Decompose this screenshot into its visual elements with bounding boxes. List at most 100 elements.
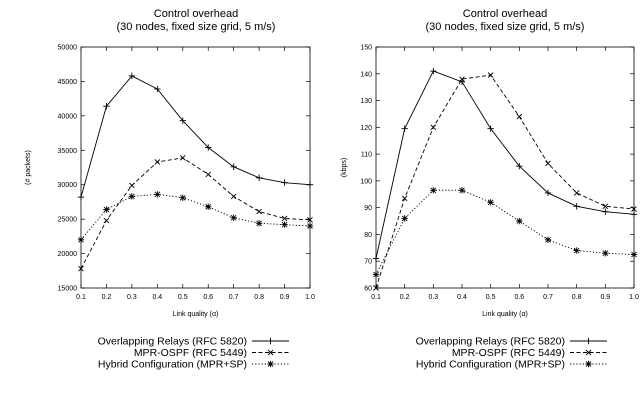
chart-subtitle: (30 nodes, fixed size grid, 5 m/s): [117, 21, 276, 33]
x-tick-label: 0.4: [457, 294, 467, 301]
data-point: [281, 215, 288, 222]
y-tick-label: 70: [364, 259, 372, 266]
data-point: [573, 190, 580, 196]
chart-title: Control overhead: [154, 8, 238, 20]
legend-marker: [585, 337, 592, 345]
data-point: [77, 236, 85, 243]
x-tick-label: 0.5: [178, 294, 188, 301]
data-point: [205, 171, 212, 178]
data-point: [179, 194, 186, 201]
x-tick-label: 1.0: [305, 294, 315, 301]
y-tick-label: 60: [364, 286, 372, 293]
data-point: [205, 203, 212, 210]
data-point: [401, 215, 408, 222]
legend-label: Overlapping Relays (RFC 5820): [416, 336, 565, 348]
series-line: [80, 193, 311, 241]
y-tick-label: 30000: [58, 182, 78, 189]
data-point: [602, 203, 609, 210]
series-line: [375, 70, 635, 259]
y-tick-label: 45000: [58, 79, 78, 86]
legend-label: Overlapping Relays (RFC 5820): [98, 336, 247, 348]
data-point: [372, 255, 380, 262]
x-axis-label: Link quality (α): [173, 311, 219, 318]
chart-subtitle: (30 nodes, fixed size grid, 5 m/s): [426, 21, 585, 33]
y-tick-label: 40000: [58, 113, 78, 120]
data-point: [372, 271, 380, 278]
y-tick-label: 20000: [58, 251, 78, 258]
x-tick-label: 0.7: [229, 294, 239, 301]
plot-frame: [80, 46, 311, 289]
x-tick-label: 0.8: [572, 294, 582, 301]
y-tick-label: 130: [360, 98, 372, 105]
y-tick-label: 150: [360, 45, 372, 52]
data-point: [630, 211, 638, 218]
data-point: [307, 217, 313, 223]
x-tick-label: 0.3: [127, 294, 137, 301]
plot-frame: [375, 46, 635, 289]
x-axis-label: Link quality (α): [482, 311, 528, 318]
data-point: [154, 191, 161, 198]
series-line: [375, 74, 635, 289]
data-point: [78, 265, 84, 272]
y-tick-label: 120: [360, 125, 372, 132]
legend-marker: [585, 360, 592, 368]
x-tick-label: 0.5: [486, 294, 496, 301]
data-point: [631, 206, 637, 212]
x-tick-label: 0.1: [76, 294, 86, 301]
data-point: [128, 193, 136, 200]
series-3: [372, 187, 638, 278]
data-point: [103, 103, 110, 110]
data-point: [401, 125, 408, 132]
x-tick-label: 0.9: [600, 294, 610, 301]
y-tick-label: 15000: [58, 286, 78, 293]
y-tick-label: 35000: [58, 148, 78, 155]
data-point: [281, 179, 288, 186]
data-point: [103, 206, 110, 213]
data-point: [154, 159, 161, 165]
data-point: [516, 217, 523, 225]
chart-2: Control overhead(30 nodes, fixed size gr…: [341, 8, 639, 371]
x-tick-label: 0.6: [514, 294, 524, 301]
data-point: [230, 163, 237, 171]
chart-title: Control overhead: [463, 8, 547, 20]
series-line: [80, 157, 311, 269]
x-tick-label: 0.3: [428, 294, 438, 301]
data-point: [205, 144, 212, 151]
data-point: [545, 160, 551, 167]
data-point: [281, 221, 288, 228]
data-point: [430, 67, 437, 75]
y-tick-label: 100: [360, 178, 372, 185]
legend-marker: [585, 349, 592, 356]
x-tick-label: 0.7: [543, 294, 553, 301]
x-tick-label: 0.4: [152, 294, 162, 301]
data-point: [256, 208, 262, 215]
data-point: [255, 174, 263, 182]
data-point: [179, 155, 186, 161]
y-axis-label: (kbps): [341, 158, 348, 177]
x-tick-label: 1.0: [629, 294, 639, 301]
x-tick-label: 0.9: [280, 294, 290, 301]
data-point: [77, 193, 85, 201]
series-3: [77, 191, 314, 243]
data-point: [103, 217, 110, 224]
data-point: [602, 249, 609, 257]
x-tick-label: 0.6: [203, 294, 213, 301]
data-point: [487, 199, 494, 206]
legend-label: MPR-OSPF (RFC 5449): [134, 347, 247, 359]
data-point: [430, 187, 437, 194]
x-tick-label: 0.8: [254, 294, 264, 301]
legend-label: Hybrid Configuration (MPR+SP): [416, 359, 565, 371]
series-line: [80, 75, 311, 198]
data-point: [573, 247, 580, 254]
y-tick-label: 25000: [58, 217, 78, 224]
legend-label: Hybrid Configuration (MPR+SP): [98, 359, 247, 371]
chart-1: Control overhead(30 nodes, fixed size gr…: [25, 8, 315, 371]
data-point: [401, 195, 408, 202]
data-point: [373, 285, 379, 291]
series-1: [372, 67, 638, 262]
data-point: [129, 182, 135, 189]
y-tick-label: 80: [364, 232, 372, 239]
data-point: [430, 124, 437, 131]
y-tick-label: 140: [360, 71, 372, 78]
